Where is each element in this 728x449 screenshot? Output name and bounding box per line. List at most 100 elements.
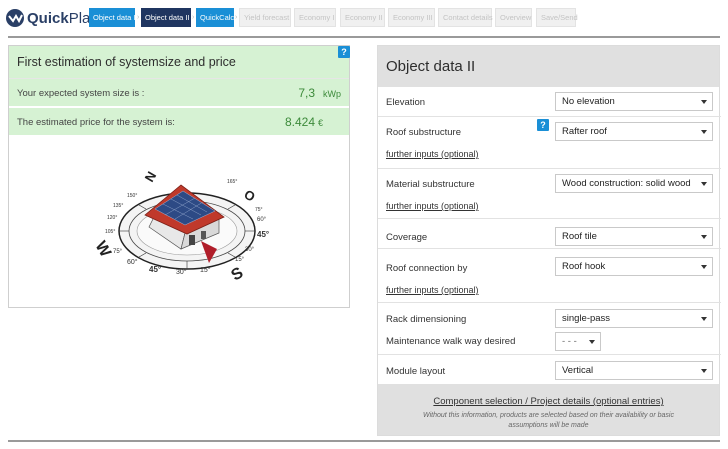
component-selection-box: Component selection / Project details (o… <box>378 384 719 435</box>
chevron-down-icon <box>701 182 707 186</box>
object-data-header: Object data II <box>378 46 719 87</box>
rack-dimensioning-select[interactable]: single-pass <box>555 309 713 328</box>
roof-connection-value: Roof hook <box>562 261 606 272</box>
object-data-panel: Object data II Elevation No elevation Ro… <box>377 45 721 436</box>
south-pointer-icon <box>201 241 217 263</box>
material-substructure-select[interactable]: Wood construction: solid wood <box>555 174 713 193</box>
step-object-data-1[interactable]: Object data I <box>89 8 136 27</box>
chevron-down-icon <box>701 130 707 134</box>
maintenance-walkway-select[interactable]: - - - <box>555 332 601 351</box>
compass-degree-labels: 45° 30° 15° 60° 75° 15° 30° 45° 60° 75° … <box>105 179 269 276</box>
coverage-group: Coverage Roof tile <box>378 219 721 249</box>
elevation-select[interactable]: No elevation <box>555 92 713 111</box>
step-economy-3: Economy III <box>388 8 435 27</box>
compass-label-o: O <box>242 187 258 205</box>
system-size-row: Your expected system size is : 7,3 kWp <box>9 79 349 108</box>
chevron-down-icon <box>701 265 707 269</box>
quickplan-logo[interactable]: Quick Plan <box>4 7 99 29</box>
roof-substructure-label: Roof substructure <box>386 127 461 138</box>
system-size-unit: kWp <box>323 89 341 99</box>
degree-label: 30° <box>176 268 187 276</box>
rack-dimensioning-value: single-pass <box>562 313 611 324</box>
degree-label: 165° <box>227 179 237 185</box>
step-yield-forecast: Yield forecast <box>239 8 291 27</box>
roof-connection-select[interactable]: Roof hook <box>555 257 713 276</box>
material-substructure-label: Material substructure <box>386 179 475 190</box>
step-separator-icon: › <box>192 14 195 21</box>
degree-label: 60° <box>127 258 138 266</box>
chevron-down-icon <box>701 369 707 373</box>
module-layout-select[interactable]: Vertical <box>555 361 713 380</box>
elevation-group: Elevation No elevation <box>378 87 721 117</box>
price-unit: € <box>317 118 323 128</box>
roof-substructure-group: Roof substructure ? Rafter roof further … <box>378 117 721 169</box>
module-layout-group: Module layout Vertical <box>378 355 721 384</box>
maintenance-walkway-label: Maintenance walk way desired <box>386 336 516 347</box>
step-contact-details: Contact details <box>438 8 493 27</box>
step-save-send: Save/Send <box>536 8 578 27</box>
step-separator-icon: › <box>137 14 140 21</box>
roof-connection-group: Roof connection by Roof hook further inp… <box>378 249 721 303</box>
rack-group: Rack dimensioning single-pass Maintenanc… <box>378 303 721 355</box>
chevron-down-icon <box>589 340 595 344</box>
quickplan-logo-icon <box>6 9 24 27</box>
chevron-down-icon <box>701 317 707 321</box>
coverage-label: Coverage <box>386 232 428 243</box>
degree-label: 45° <box>149 265 161 274</box>
material-substructure-further-inputs-link[interactable]: further inputs (optional) <box>386 201 479 211</box>
elevation-label: Elevation <box>386 97 426 108</box>
roof-orientation-compass[interactable]: N O S W 45° 30° 15° 60° 75° 15° 30° 45° … <box>9 141 349 307</box>
rack-dimensioning-label: Rack dimensioning <box>386 314 467 325</box>
degree-label: 150° <box>127 193 137 199</box>
coverage-value: Roof tile <box>562 231 597 242</box>
compass-label-s: S <box>229 264 247 284</box>
degree-label: 15° <box>200 266 211 274</box>
system-size-value: 7,3 <box>298 86 315 100</box>
step-economy-2: Economy II <box>340 8 385 27</box>
bottom-divider <box>8 440 720 442</box>
price-label: The estimated price for the system is: <box>17 117 175 128</box>
elevation-value: No elevation <box>562 96 615 107</box>
step-object-data-2[interactable]: Object data II <box>141 8 191 27</box>
compass-label-n: N <box>142 169 160 185</box>
degree-label: 30° <box>245 247 255 253</box>
logo-text-bold: Quick <box>27 9 69 27</box>
coverage-select[interactable]: Roof tile <box>555 227 713 246</box>
degree-label: 60° <box>257 217 267 223</box>
roof-substructure-value: Rafter roof <box>562 126 607 137</box>
chevron-down-icon <box>701 100 707 104</box>
price-row: The estimated price for the system is: 8… <box>9 108 349 137</box>
system-size-label: Your expected system size is : <box>17 88 145 99</box>
module-layout-value: Vertical <box>562 365 594 376</box>
degree-label: 15° <box>235 257 245 263</box>
help-icon[interactable]: ? <box>338 46 350 58</box>
step-overview: Overview <box>495 8 532 27</box>
step-quickcalc[interactable]: QuickCalc <box>196 8 234 27</box>
degree-label: 45° <box>257 230 269 239</box>
degree-label: 120° <box>107 215 117 221</box>
chevron-down-icon <box>701 235 707 239</box>
degree-label: 135° <box>113 203 123 209</box>
degree-label: 75° <box>255 207 263 213</box>
component-selection-note: Without this information, products are s… <box>423 412 674 429</box>
compass-label-w: W <box>92 239 115 261</box>
roof-connection-label: Roof connection by <box>386 263 468 274</box>
roof-connection-further-inputs-link[interactable]: further inputs (optional) <box>386 285 479 295</box>
step-economy-1: Economy I <box>294 8 336 27</box>
material-substructure-value: Wood construction: solid wood <box>562 178 691 189</box>
help-icon[interactable]: ? <box>537 119 549 131</box>
house-icon <box>144 184 225 250</box>
estimation-title: First estimation of systemsize and price <box>17 55 236 69</box>
roof-substructure-further-inputs-link[interactable]: further inputs (optional) <box>386 149 479 159</box>
estimation-header: First estimation of systemsize and price… <box>9 46 350 79</box>
price-value: 8.424 <box>284 115 315 129</box>
object-data-title: Object data II <box>386 58 476 75</box>
estimation-panel: First estimation of systemsize and price… <box>8 45 350 308</box>
roof-substructure-select[interactable]: Rafter roof <box>555 122 713 141</box>
maintenance-walkway-value: - - - <box>562 336 577 347</box>
top-navigation: Quick Plan Object data I › Object data II… <box>0 0 728 36</box>
step-separator-icon: › <box>235 14 238 21</box>
component-selection-link[interactable]: Component selection / Project details (o… <box>433 396 664 407</box>
module-layout-label: Module layout <box>386 366 446 377</box>
material-substructure-group: Material substructure Wood construction:… <box>378 169 721 219</box>
